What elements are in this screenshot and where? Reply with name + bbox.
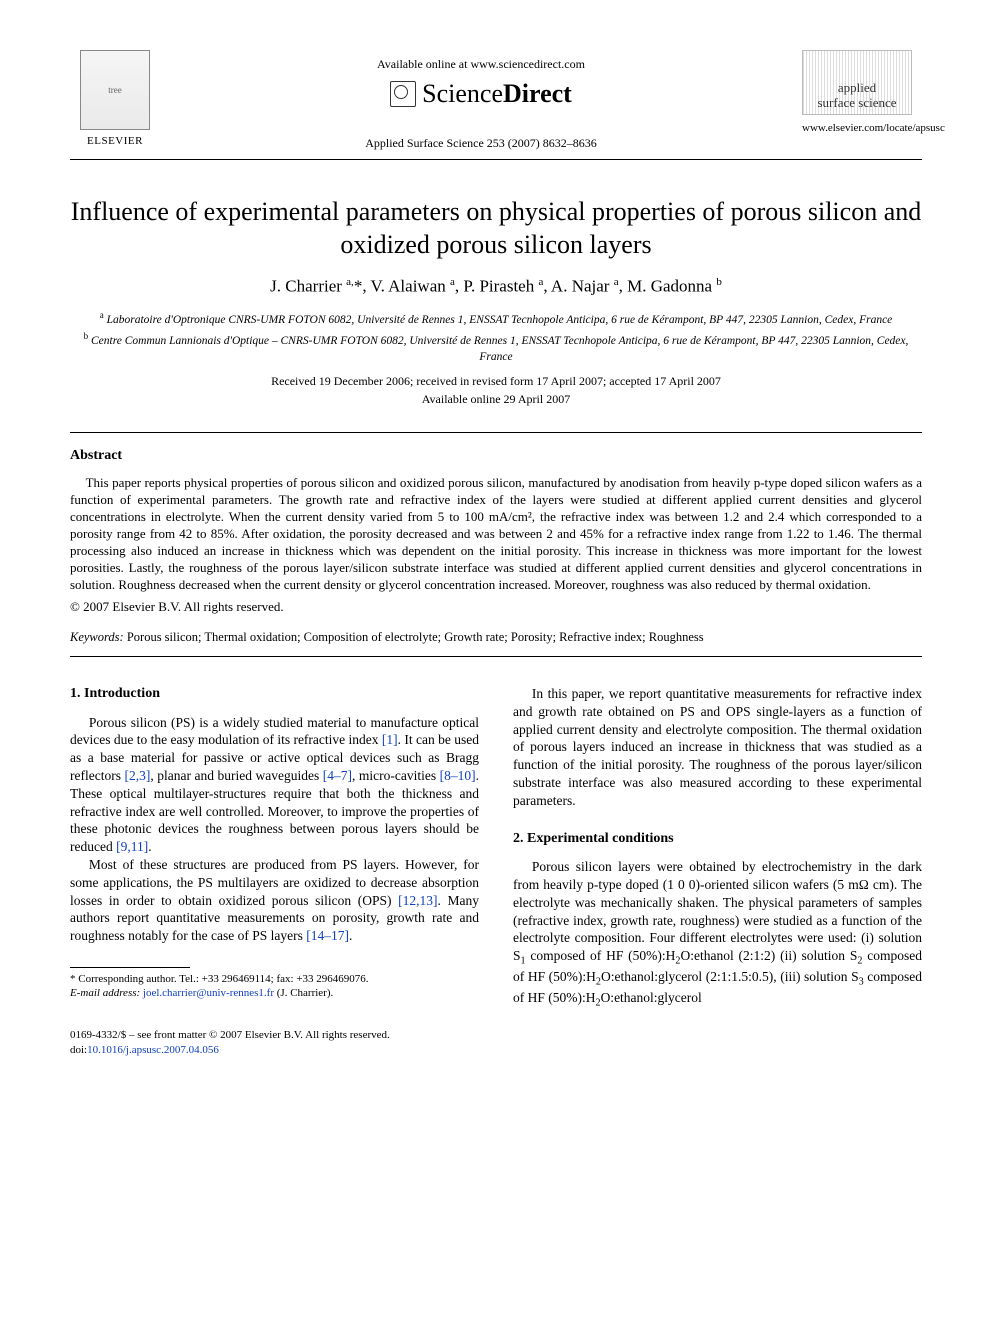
publisher-name: ELSEVIER	[70, 134, 160, 149]
ref-link[interactable]: [8–10]	[440, 768, 476, 783]
abstract-heading: Abstract	[70, 447, 922, 466]
intro-para-1: Porous silicon (PS) is a widely studied …	[70, 714, 479, 857]
elsevier-tree-icon: tree	[80, 50, 150, 130]
section-2-heading: 2. Experimental conditions	[513, 830, 922, 848]
ref-link[interactable]: [9,11]	[116, 839, 148, 854]
affiliation-a: a Laboratoire d'Optronique CNRS-UMR FOTO…	[70, 309, 922, 328]
sciencedirect-icon	[390, 81, 416, 107]
ref-link[interactable]: [14–17]	[306, 928, 349, 943]
abstract-section: Abstract This paper reports physical pro…	[70, 447, 922, 646]
journal-cover-block: applied surface science www.elsevier.com…	[802, 50, 922, 136]
keywords-text: Porous silicon; Thermal oxidation; Compo…	[124, 630, 704, 644]
corresponding-author: * Corresponding author. Tel.: +33 296469…	[70, 972, 479, 986]
body-columns: 1. Introduction Porous silicon (PS) is a…	[70, 685, 922, 1010]
left-column: 1. Introduction Porous silicon (PS) is a…	[70, 685, 479, 1010]
ref-link[interactable]: [12,13]	[398, 893, 437, 908]
experimental-para-1: Porous silicon layers were obtained by e…	[513, 858, 922, 1010]
footnotes-block: * Corresponding author. Tel.: +33 296469…	[70, 972, 479, 1001]
publisher-logo-block: tree ELSEVIER	[70, 50, 160, 149]
abstract-top-rule	[70, 432, 922, 433]
center-header: Available online at www.sciencedirect.co…	[160, 50, 802, 151]
journal-cover-line1: applied	[838, 81, 876, 95]
copyright-line: © 2007 Elsevier B.V. All rights reserved…	[70, 598, 922, 616]
journal-reference: Applied Surface Science 253 (2007) 8632–…	[160, 135, 802, 151]
affiliation-b: b Centre Commun Lannionais d'Optique – C…	[70, 330, 922, 365]
front-matter-line: 0169-4332/$ – see front matter © 2007 El…	[70, 1028, 390, 1043]
email-label: E-mail address:	[70, 987, 140, 999]
article-title: Influence of experimental parameters on …	[70, 196, 922, 261]
abstract-paragraph: This paper reports physical properties o…	[70, 474, 922, 594]
intro-para-2: Most of these structures are produced fr…	[70, 856, 479, 945]
right-column: In this paper, we report quantitative me…	[513, 685, 922, 1010]
page-header: tree ELSEVIER Available online at www.sc…	[70, 50, 922, 151]
intro-para-3: In this paper, we report quantitative me…	[513, 685, 922, 810]
title-block: Influence of experimental parameters on …	[70, 196, 922, 407]
email-line: E-mail address: joel.charrier@univ-renne…	[70, 986, 479, 1000]
email-link[interactable]: joel.charrier@univ-rennes1.fr	[140, 987, 277, 999]
available-online-text: Available online at www.sciencedirect.co…	[160, 56, 802, 72]
online-date: Available online 29 April 2007	[70, 391, 922, 407]
email-tail: (J. Charrier).	[277, 987, 334, 999]
authors-line: J. Charrier a,*, V. Alaiwan a, P. Pirast…	[70, 275, 922, 299]
doi-prefix: doi:	[70, 1044, 87, 1056]
section-1-heading: 1. Introduction	[70, 685, 479, 703]
history-dates: Received 19 December 2006; received in r…	[70, 373, 922, 389]
footer-left: 0169-4332/$ – see front matter © 2007 El…	[70, 1028, 390, 1058]
ref-link[interactable]: [2,3]	[124, 768, 150, 783]
page-footer: 0169-4332/$ – see front matter © 2007 El…	[70, 1028, 922, 1058]
abstract-body: This paper reports physical properties o…	[70, 474, 922, 594]
journal-url: www.elsevier.com/locate/apsusc	[802, 121, 922, 136]
keywords-label: Keywords:	[70, 630, 124, 644]
keywords-line: Keywords: Porous silicon; Thermal oxidat…	[70, 629, 922, 646]
journal-cover-thumb: applied surface science	[802, 50, 912, 115]
ref-link[interactable]: [1]	[382, 732, 398, 747]
sciencedirect-logo: ScienceDirect	[390, 76, 572, 111]
doi-line: doi:10.1016/j.apsusc.2007.04.056	[70, 1043, 390, 1058]
header-rule	[70, 159, 922, 160]
abstract-bottom-rule	[70, 656, 922, 657]
sciencedirect-wordmark: ScienceDirect	[422, 76, 572, 111]
footnote-separator	[70, 967, 190, 968]
doi-link[interactable]: 10.1016/j.apsusc.2007.04.056	[87, 1044, 219, 1056]
ref-link[interactable]: [4–7]	[323, 768, 352, 783]
journal-cover-line2: surface science	[817, 96, 896, 110]
